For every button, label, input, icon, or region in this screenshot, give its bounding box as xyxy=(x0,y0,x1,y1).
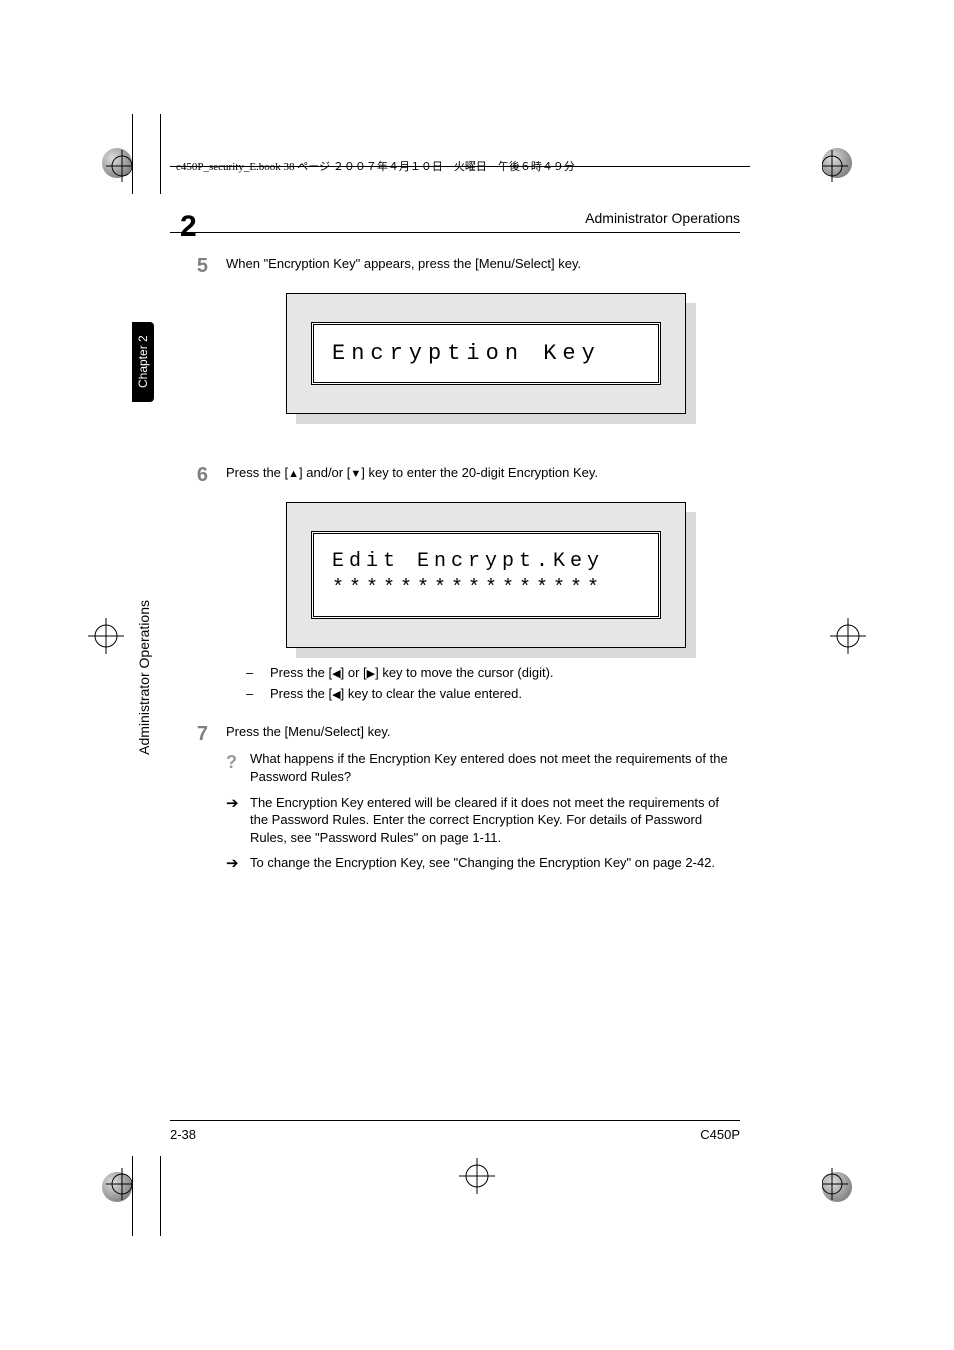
lcd-display-line: Edit Encrypt.Key xyxy=(332,548,640,575)
step-text: Press the [Menu/Select] key. xyxy=(226,723,740,741)
step-text: Press the [▲] and/or [▼] key to enter th… xyxy=(226,464,740,482)
registration-mark xyxy=(88,150,132,194)
registration-mark xyxy=(88,618,124,654)
sub-list: – Press the [◀] or [▶] key to move the c… xyxy=(246,664,740,704)
down-triangle-icon: ▼ xyxy=(350,468,361,480)
dash-icon: – xyxy=(246,685,270,703)
left-triangle-icon: ◀ xyxy=(332,668,340,680)
crop-line xyxy=(160,114,161,194)
question-row: ? What happens if the Encryption Key ent… xyxy=(226,750,740,785)
step-text: When "Encryption Key" appears, press the… xyxy=(226,255,740,273)
model-name: C450P xyxy=(700,1127,740,1142)
lcd-panel: Edit Encrypt.Key **************** xyxy=(286,502,686,648)
dash-icon: – xyxy=(246,664,270,682)
left-triangle-icon: ◀ xyxy=(332,689,340,701)
answer-text: The Encryption Key entered will be clear… xyxy=(250,794,740,847)
page-content: 2 Administrator Operations 5 When "Encry… xyxy=(170,210,740,1142)
right-triangle-icon: ▶ xyxy=(367,668,375,680)
step-5: 5 When "Encryption Key" appears, press t… xyxy=(170,255,740,424)
chapter-tab: Chapter 2 xyxy=(132,322,154,402)
lcd-display-line: Encryption Key xyxy=(332,339,640,369)
crop-line xyxy=(132,114,133,194)
answer-text: To change the Encryption Key, see "Chang… xyxy=(250,854,715,874)
step-number: 5 xyxy=(170,255,226,424)
book-imprint: c450P_security_E.book 38 ページ ２００７年４月１０日 … xyxy=(176,158,575,174)
registration-mark xyxy=(822,150,866,194)
lcd-panel: Encryption Key xyxy=(286,293,686,415)
registration-mark xyxy=(459,1158,495,1194)
answer-row: ➔ To change the Encryption Key, see "Cha… xyxy=(226,854,740,874)
crop-line xyxy=(160,1156,161,1236)
step-6: 6 Press the [▲] and/or [▼] key to enter … xyxy=(170,464,740,707)
registration-mark xyxy=(822,1156,866,1200)
running-head: Administrator Operations xyxy=(170,210,740,233)
step-number: 7 xyxy=(170,723,226,883)
step-7: 7 Press the [Menu/Select] key. ? What ha… xyxy=(170,723,740,883)
page-footer: 2-38 C450P xyxy=(170,1120,740,1142)
lcd-display-line: **************** xyxy=(332,575,640,602)
arrow-icon: ➔ xyxy=(226,794,250,847)
step-number: 6 xyxy=(170,464,226,707)
up-triangle-icon: ▲ xyxy=(288,468,299,480)
page-number: 2-38 xyxy=(170,1127,196,1142)
sub-item: – Press the [◀] key to clear the value e… xyxy=(246,685,740,703)
registration-mark xyxy=(830,618,866,654)
section-side-label: Administrator Operations xyxy=(136,600,152,755)
arrow-icon: ➔ xyxy=(226,854,250,874)
crop-line xyxy=(132,1156,133,1236)
question-text: What happens if the Encryption Key enter… xyxy=(250,750,740,785)
question-icon: ? xyxy=(226,750,250,785)
chapter-number: 2 xyxy=(180,210,197,244)
answer-row: ➔ The Encryption Key entered will be cle… xyxy=(226,794,740,847)
registration-mark xyxy=(88,1156,132,1200)
sub-item: – Press the [◀] or [▶] key to move the c… xyxy=(246,664,740,682)
